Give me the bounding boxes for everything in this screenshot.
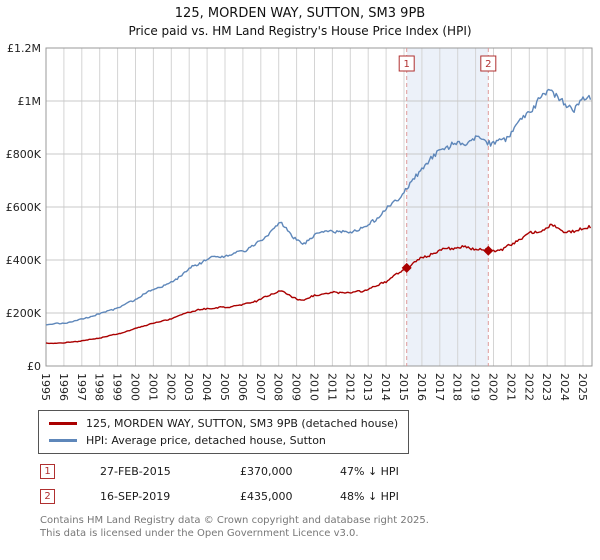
- sale-1-marker: 1: [40, 464, 55, 479]
- sale-2-hpi-delta: 48% ↓ HPI: [340, 490, 399, 503]
- svg-text:2018: 2018: [451, 373, 464, 401]
- property-line-swatch: [49, 422, 77, 425]
- svg-text:2010: 2010: [308, 373, 321, 401]
- chart-title: 125, MORDEN WAY, SUTTON, SM3 9PB: [174, 6, 426, 21]
- svg-text:2011: 2011: [325, 373, 338, 401]
- svg-text:2017: 2017: [433, 373, 446, 401]
- svg-text:2016: 2016: [415, 373, 428, 401]
- sale-1-hpi-delta: 47% ↓ HPI: [340, 465, 399, 478]
- legend-item-property: 125, MORDEN WAY, SUTTON, SM3 9PB (detach…: [49, 415, 398, 432]
- svg-text:1998: 1998: [93, 373, 106, 401]
- svg-text:2013: 2013: [361, 373, 374, 401]
- svg-text:£1.2M: £1.2M: [7, 42, 41, 55]
- sale-row-1: 1 27-FEB-2015 £370,000 47% ↓ HPI: [40, 464, 600, 479]
- svg-text:2022: 2022: [522, 373, 535, 401]
- svg-text:2014: 2014: [379, 373, 392, 401]
- sale-flag-box: [398, 55, 415, 72]
- svg-text:£1M: £1M: [18, 95, 42, 108]
- sale-2-marker: 2: [40, 489, 55, 504]
- svg-text:2005: 2005: [218, 373, 231, 401]
- svg-text:2024: 2024: [558, 373, 571, 401]
- price-chart[interactable]: £0 £200K £400K £600K £800K £1M £1.2M 1995 1996 19…: [0, 40, 600, 408]
- svg-text:1999: 1999: [111, 373, 124, 401]
- svg-text:1997: 1997: [75, 373, 88, 401]
- hpi-line-swatch: [49, 439, 77, 442]
- svg-text:2020: 2020: [487, 373, 500, 401]
- property-price-line: [45, 223, 592, 345]
- sale-flag-box: [480, 55, 497, 72]
- sale-2-price: £435,000: [240, 490, 293, 503]
- legend-hpi-label: HPI: Average price, detached house, Sutt…: [86, 434, 326, 447]
- chart-header: 125, MORDEN WAY, SUTTON, SM3 9PB Price p…: [0, 0, 600, 40]
- sale-2-date: 16-SEP-2019: [100, 490, 171, 503]
- svg-text:1995: 1995: [39, 373, 52, 401]
- svg-text:2003: 2003: [182, 373, 195, 401]
- svg-text:2021: 2021: [504, 373, 517, 401]
- svg-text:2019: 2019: [469, 373, 482, 401]
- footer-line-1: Contains HM Land Registry data © Crown c…: [40, 515, 429, 526]
- sale-point-diamond: [401, 262, 412, 273]
- svg-text:2: 2: [485, 59, 491, 70]
- svg-text:£400K: £400K: [6, 254, 42, 267]
- svg-text:2015: 2015: [397, 373, 410, 401]
- license-footer: Contains HM Land Registry data © Crown c…: [40, 514, 600, 540]
- legend-item-hpi: HPI: Average price, detached house, Sutt…: [49, 432, 398, 449]
- svg-text:£0: £0: [27, 360, 41, 373]
- svg-text:2023: 2023: [540, 373, 553, 401]
- svg-text:£200K: £200K: [6, 307, 42, 320]
- svg-text:2002: 2002: [164, 373, 177, 401]
- svg-text:2009: 2009: [290, 373, 303, 401]
- sale-row-2: 2 16-SEP-2019 £435,000 48% ↓ HPI: [40, 489, 600, 504]
- footer-line-2: This data is licensed under the Open Gov…: [40, 528, 359, 539]
- sale-1-date: 27-FEB-2015: [100, 465, 171, 478]
- svg-text:£600K: £600K: [6, 201, 42, 214]
- svg-text:2025: 2025: [576, 373, 589, 401]
- legend-property-label: 125, MORDEN WAY, SUTTON, SM3 9PB (detach…: [86, 417, 399, 430]
- price-chart-svg: £0 £200K £400K £600K £800K £1M £1.2M 1995 1996 19…: [6, 42, 593, 401]
- legend-wrap: 125, MORDEN WAY, SUTTON, SM3 9PB (detach…: [0, 408, 600, 454]
- svg-text:2004: 2004: [200, 373, 213, 401]
- svg-text:£800K: £800K: [6, 148, 42, 161]
- svg-text:2006: 2006: [236, 373, 249, 401]
- legend: 125, MORDEN WAY, SUTTON, SM3 9PB (detach…: [38, 410, 410, 454]
- svg-text:1: 1: [404, 59, 410, 70]
- sale-annotations: 1 27-FEB-2015 £370,000 47% ↓ HPI 2 16-SE…: [40, 464, 600, 504]
- sale-1-price: £370,000: [240, 465, 293, 478]
- svg-text:2012: 2012: [343, 373, 356, 401]
- chart-subtitle: Price paid vs. HM Land Registry's House …: [128, 24, 472, 38]
- sale-point-diamond: [483, 245, 494, 256]
- svg-text:2007: 2007: [254, 373, 267, 401]
- svg-text:2001: 2001: [146, 373, 159, 401]
- svg-text:1996: 1996: [57, 373, 70, 401]
- svg-text:2008: 2008: [272, 373, 285, 401]
- hpi-line: [45, 88, 592, 326]
- svg-text:2000: 2000: [129, 373, 142, 401]
